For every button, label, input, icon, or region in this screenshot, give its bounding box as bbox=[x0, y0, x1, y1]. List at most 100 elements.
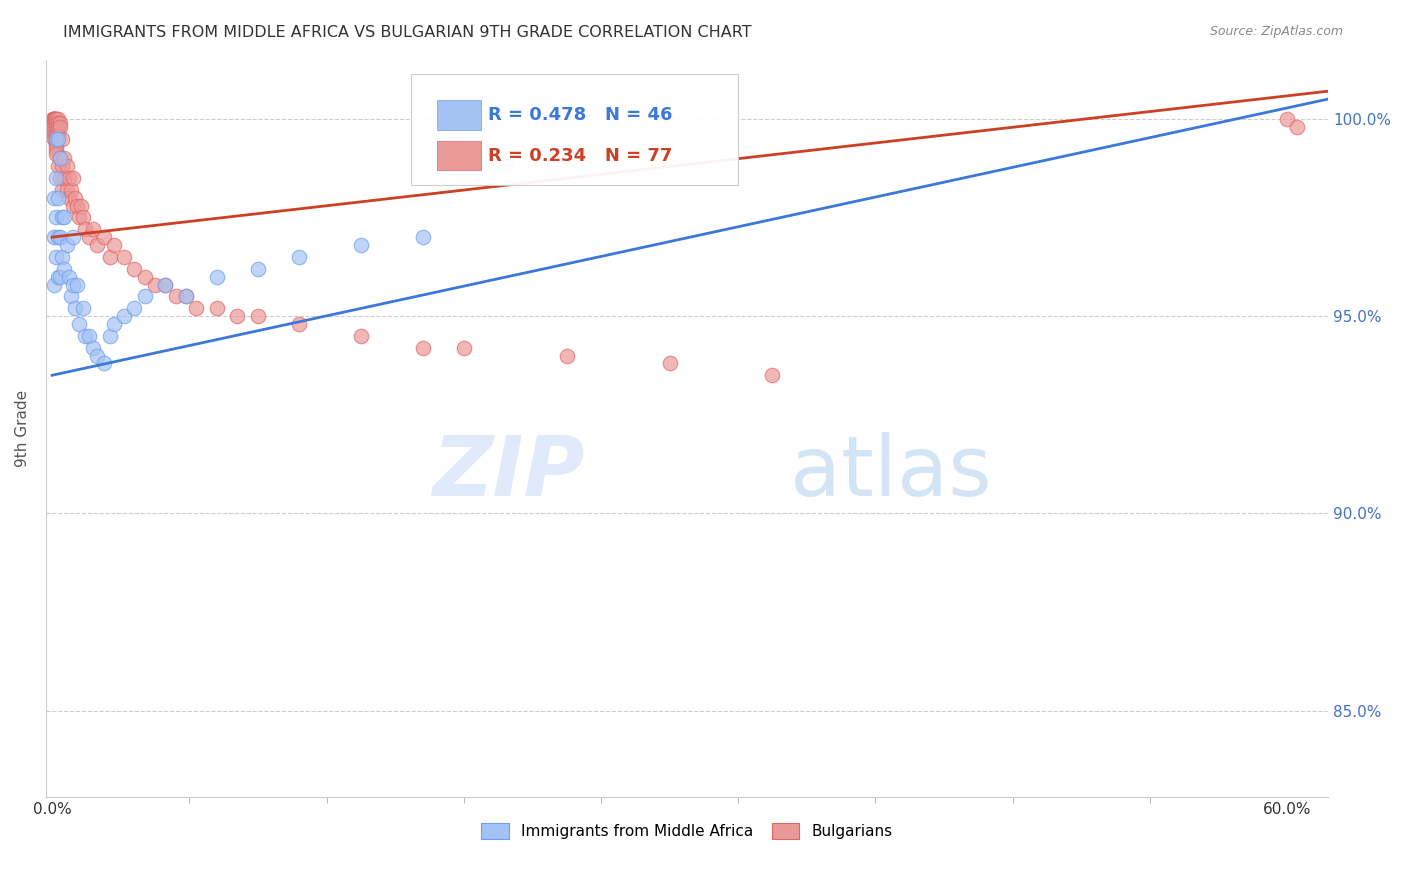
Point bbox=[412, 341, 434, 355]
Point bbox=[1275, 112, 1298, 126]
Point bbox=[51, 183, 73, 197]
Point bbox=[124, 261, 146, 276]
Point bbox=[55, 238, 77, 252]
Point bbox=[53, 171, 76, 186]
Point bbox=[412, 230, 434, 244]
Point bbox=[45, 171, 67, 186]
Point bbox=[66, 277, 89, 292]
Point bbox=[761, 368, 783, 383]
Point bbox=[226, 309, 249, 323]
Text: IMMIGRANTS FROM MIDDLE AFRICA VS BULGARIAN 9TH GRADE CORRELATION CHART: IMMIGRANTS FROM MIDDLE AFRICA VS BULGARI… bbox=[63, 25, 752, 40]
Point bbox=[51, 250, 73, 264]
Point bbox=[124, 301, 146, 315]
Point bbox=[55, 159, 77, 173]
Point bbox=[72, 211, 94, 225]
Point bbox=[44, 112, 66, 126]
Point bbox=[45, 112, 67, 126]
Point bbox=[46, 159, 69, 173]
Point bbox=[58, 191, 80, 205]
Point bbox=[44, 131, 66, 145]
Point bbox=[555, 349, 578, 363]
Point bbox=[62, 198, 84, 212]
Point bbox=[53, 211, 76, 225]
Point bbox=[45, 128, 67, 142]
Point bbox=[350, 328, 373, 343]
Point bbox=[45, 112, 67, 126]
Point bbox=[174, 289, 197, 303]
Point bbox=[75, 222, 97, 236]
Point bbox=[77, 230, 100, 244]
Point bbox=[63, 301, 86, 315]
Point bbox=[62, 171, 84, 186]
Point bbox=[42, 112, 65, 126]
Point bbox=[72, 301, 94, 315]
Legend: Immigrants from Middle Africa, Bulgarians: Immigrants from Middle Africa, Bulgarian… bbox=[475, 817, 898, 845]
Point bbox=[67, 211, 90, 225]
Point bbox=[98, 250, 121, 264]
Point bbox=[494, 159, 516, 173]
Point bbox=[45, 120, 67, 134]
Point bbox=[49, 151, 72, 165]
Text: ZIP: ZIP bbox=[432, 433, 585, 513]
Point bbox=[246, 309, 269, 323]
Point bbox=[82, 222, 104, 236]
Point bbox=[46, 191, 69, 205]
Point bbox=[49, 269, 72, 284]
Point bbox=[134, 269, 156, 284]
Point bbox=[134, 289, 156, 303]
Text: Source: ZipAtlas.com: Source: ZipAtlas.com bbox=[1209, 25, 1343, 38]
Point bbox=[49, 120, 72, 134]
FancyBboxPatch shape bbox=[437, 141, 481, 170]
Y-axis label: 9th Grade: 9th Grade bbox=[15, 390, 30, 467]
Point bbox=[46, 230, 69, 244]
Point bbox=[59, 289, 82, 303]
Point bbox=[58, 269, 80, 284]
Point bbox=[350, 238, 373, 252]
Point bbox=[45, 250, 67, 264]
Point bbox=[59, 183, 82, 197]
Point bbox=[112, 250, 135, 264]
Point bbox=[44, 277, 66, 292]
Point bbox=[53, 261, 76, 276]
Point bbox=[103, 317, 125, 331]
Point bbox=[51, 211, 73, 225]
Point bbox=[46, 123, 69, 137]
FancyBboxPatch shape bbox=[437, 100, 481, 129]
Point bbox=[66, 198, 89, 212]
Point bbox=[49, 230, 72, 244]
Point bbox=[658, 356, 681, 370]
Point bbox=[44, 112, 66, 126]
Point bbox=[51, 131, 73, 145]
Point bbox=[44, 123, 66, 137]
Point bbox=[44, 128, 66, 142]
Point bbox=[82, 341, 104, 355]
Point bbox=[46, 269, 69, 284]
Point bbox=[62, 230, 84, 244]
Point bbox=[46, 112, 69, 126]
Point bbox=[174, 289, 197, 303]
Point bbox=[155, 277, 177, 292]
Point bbox=[534, 112, 557, 126]
Text: atlas: atlas bbox=[790, 433, 991, 513]
Point bbox=[45, 116, 67, 130]
Point bbox=[112, 309, 135, 323]
Point bbox=[51, 159, 73, 173]
Point bbox=[165, 289, 187, 303]
Point bbox=[49, 151, 72, 165]
Point bbox=[55, 183, 77, 197]
FancyBboxPatch shape bbox=[412, 74, 738, 185]
Point bbox=[45, 131, 67, 145]
Point bbox=[205, 301, 228, 315]
Point bbox=[70, 198, 93, 212]
Point bbox=[49, 171, 72, 186]
Point bbox=[453, 341, 475, 355]
Point bbox=[205, 269, 228, 284]
Point bbox=[45, 139, 67, 153]
Point bbox=[98, 328, 121, 343]
Point bbox=[186, 301, 208, 315]
Point bbox=[46, 131, 69, 145]
Point bbox=[45, 136, 67, 150]
Point bbox=[53, 151, 76, 165]
Point bbox=[46, 128, 69, 142]
Point bbox=[62, 277, 84, 292]
